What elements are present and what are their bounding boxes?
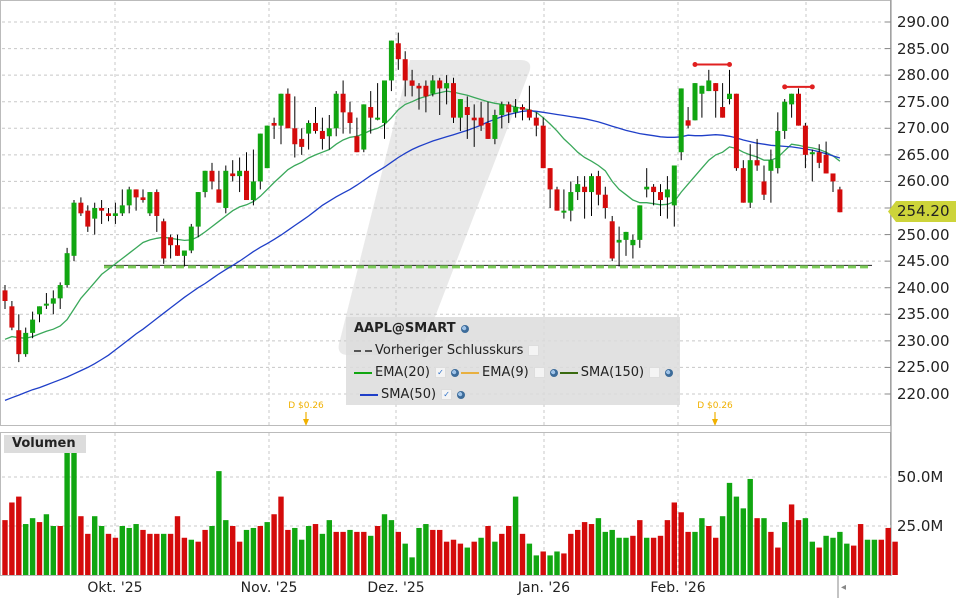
ema9-settings-gear-icon[interactable] (549, 368, 558, 377)
price-tick-label: 285.00 (897, 39, 950, 58)
checkbox-ema9[interactable] (533, 367, 545, 378)
legend-title: AAPL@SMART (354, 321, 456, 336)
time-tick-label: Jan. '26 (517, 580, 571, 596)
price-tick-label: 260.00 (897, 172, 950, 191)
legend-item-sma50[interactable]: SMA(50) ✓ (360, 387, 466, 402)
volume-tick-label: 50.0M (897, 468, 944, 486)
ema20-line-swatch-icon (354, 371, 372, 374)
price-tick-label: 235.00 (897, 305, 950, 324)
legend-label: Vorheriger Schlusskurs (375, 343, 524, 358)
legend-row-indicators: EMA(20) ✓ EMA(9) SMA(150) (354, 365, 674, 380)
time-tick-label: Feb. '26 (650, 580, 706, 596)
scroll-left-arrow-icon[interactable]: ◂ (841, 582, 847, 593)
price-tick-label: 265.00 (897, 145, 950, 164)
legend-label-sma50: SMA(50) (381, 387, 437, 402)
time-tick-label: Dez. '25 (367, 580, 425, 596)
legend-item-previous-close[interactable]: Vorheriger Schlusskurs (354, 343, 540, 358)
checkbox-sma50[interactable]: ✓ (441, 389, 453, 400)
svg-text:D $0.26: D $0.26 (288, 401, 324, 411)
price-tick-label: 230.00 (897, 331, 950, 350)
time-tick-label: Okt. '25 (87, 580, 143, 596)
checkbox-ema20[interactable]: ✓ (435, 367, 447, 378)
time-tick-label: Nov. '25 (240, 580, 298, 596)
volume-panel-title: Volumen (4, 435, 86, 453)
price-tick-label: 225.00 (897, 358, 950, 377)
svg-text:D $0.26: D $0.26 (697, 401, 733, 411)
price-tick-label: 290.00 (897, 13, 950, 31)
price-tick-label: 275.00 (897, 92, 950, 111)
sma50-settings-gear-icon[interactable] (457, 390, 466, 399)
chart-legend: AAPL@SMART Vorheriger Schlusskurs EMA(20… (346, 317, 680, 405)
legend-label-sma150: SMA(150) (580, 365, 645, 380)
checkbox-sma150[interactable] (649, 367, 661, 378)
dash-line-swatch-icon (354, 349, 372, 352)
sma150-settings-gear-icon[interactable] (665, 368, 674, 377)
settings-gear-icon[interactable] (460, 324, 469, 333)
price-tick-label: 270.00 (897, 119, 950, 138)
price-tick-label: 240.00 (897, 278, 950, 297)
price-tick-label: 220.00 (897, 385, 950, 403)
sma150-line-swatch-icon (559, 371, 578, 374)
price-tick-label: 280.00 (897, 66, 950, 85)
legend-label-ema9: EMA(9) (482, 365, 529, 380)
sma50-line-swatch-icon (360, 393, 378, 396)
checkbox-previous-close[interactable] (528, 345, 540, 356)
ema9-line-swatch-icon (461, 371, 480, 374)
last-price-badge: 254.20 (888, 201, 956, 222)
legend-title-row: AAPL@SMART (354, 321, 469, 336)
price-tick-label: 245.00 (897, 252, 950, 271)
legend-label-ema20: EMA(20) (375, 365, 431, 380)
ema20-settings-gear-icon[interactable] (451, 368, 460, 377)
volume-tick-label: 25.0M (897, 517, 944, 535)
price-tick-label: 250.00 (897, 225, 950, 244)
